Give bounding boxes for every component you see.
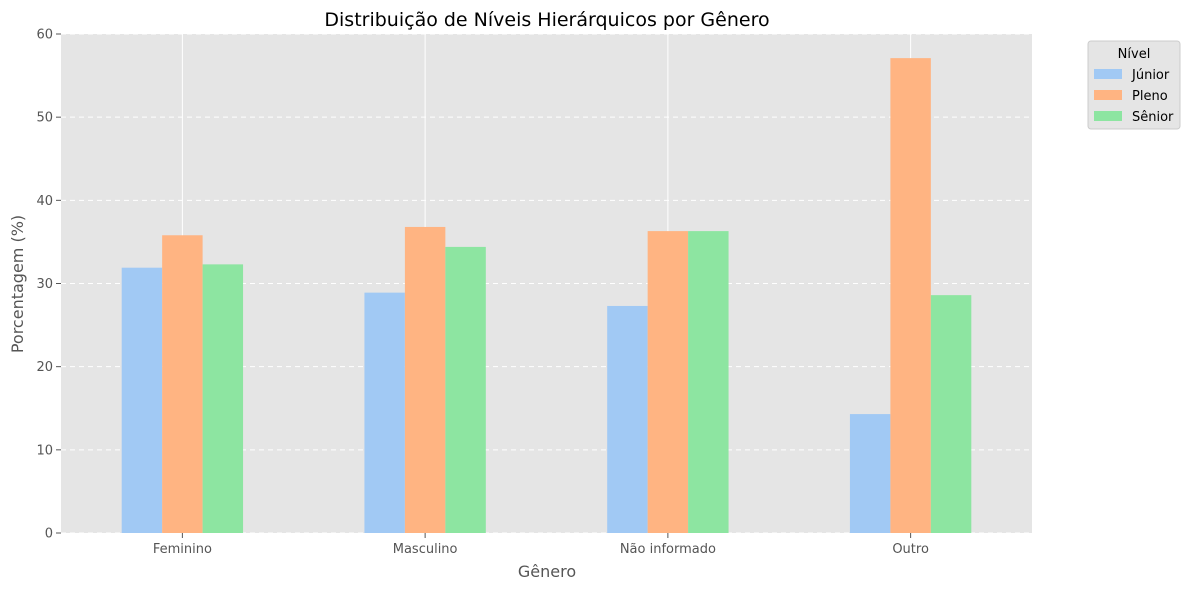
- bar-Pleno-Outro: [890, 58, 931, 533]
- x-tick-label: Masculino: [393, 542, 458, 557]
- legend: Nível Júnior Pleno Sênior: [1087, 40, 1181, 130]
- bar-Júnior-Masculino: [364, 292, 405, 533]
- bar-Júnior-Não informado: [607, 305, 648, 533]
- y-tick-label: 40: [36, 194, 53, 209]
- legend-swatch: [1094, 69, 1122, 79]
- bar-Júnior-Outro: [849, 414, 891, 533]
- bar-Júnior-Feminino: [121, 267, 163, 533]
- x-tick-label: Feminino: [153, 542, 212, 557]
- legend-box: [1087, 40, 1181, 130]
- bar-Pleno-Não informado: [647, 231, 689, 534]
- bar-Pleno-Feminino: [162, 235, 203, 533]
- y-tick-label: 10: [36, 443, 53, 458]
- y-tick-label: 50: [36, 111, 53, 126]
- bar-Sênior-Masculino: [445, 246, 486, 533]
- legend-label: Sênior: [1132, 110, 1174, 125]
- bar-Sênior-Feminino: [202, 264, 244, 533]
- x-axis-label: Gênero: [518, 562, 576, 581]
- bar-Sênior-Não informado: [688, 231, 729, 534]
- x-tick-label: Outro: [892, 542, 929, 557]
- x-tick-label: Não informado: [620, 542, 716, 557]
- y-tick-label: 30: [36, 277, 53, 292]
- bar-Pleno-Masculino: [404, 226, 446, 534]
- legend-label: Júnior: [1131, 68, 1170, 83]
- legend-swatch: [1094, 111, 1122, 121]
- chart-title: Distribuição de Níveis Hierárquicos por …: [324, 9, 769, 31]
- legend-title: Nível: [1118, 47, 1151, 62]
- y-tick-label: 20: [36, 360, 53, 375]
- y-tick-label: 60: [36, 28, 53, 43]
- legend-swatch: [1094, 90, 1122, 100]
- y-tick-label: 0: [45, 527, 53, 542]
- y-axis-label: Porcentagem (%): [8, 215, 27, 353]
- bar-Sênior-Outro: [930, 295, 972, 533]
- legend-label: Pleno: [1132, 89, 1168, 104]
